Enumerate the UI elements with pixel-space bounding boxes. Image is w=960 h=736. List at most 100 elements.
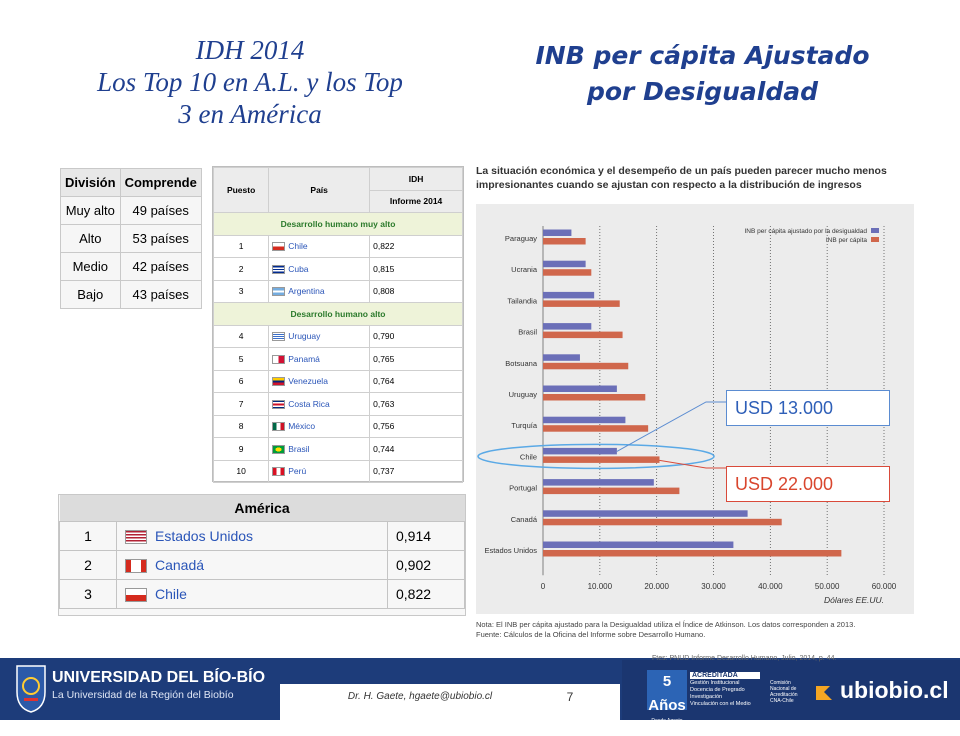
bar (543, 362, 629, 370)
bar (543, 300, 620, 307)
flag-icon (272, 264, 286, 274)
rank-cell: 7 (212, 392, 270, 416)
flag-icon (272, 377, 286, 387)
country-cell: Cuba (268, 257, 371, 281)
idh-value: 0,765 (369, 347, 463, 371)
idh-value: 0,808 (369, 279, 463, 303)
country-link[interactable]: Perú (288, 466, 307, 477)
callout-connector-blue (616, 401, 726, 452)
table-row: 3 Argentina 0,808 (212, 279, 463, 303)
country-cell: Chile (116, 579, 388, 609)
bar (543, 291, 595, 299)
author-credit: Dr. H. Gaete, hgaete@ubiobio.cl (300, 690, 540, 704)
idh-value: 0,756 (369, 414, 463, 438)
country-cell: Brasil (268, 437, 371, 461)
rank-cell: 2 (59, 550, 117, 580)
accreditation-area: Docencia de Pregrado (690, 687, 745, 693)
idh-value: 0,815 (369, 257, 463, 281)
bar (543, 331, 623, 339)
category-label: Chile (520, 452, 537, 461)
category-label: Paraguay (505, 234, 537, 243)
division-cell: Medio (60, 252, 121, 281)
legend-label: INB per cápita (826, 237, 868, 244)
country-cell: México (268, 414, 371, 438)
high-rows: 4 Uruguay 0,790 5 Panamá 0,765 6 Venezuela 0,764… (212, 324, 463, 483)
chile-highlight-ellipse (477, 443, 715, 470)
rank-header: Puesto (212, 167, 270, 213)
flag-icon (272, 399, 286, 409)
country-cell: Canadá (116, 550, 388, 580)
bar (543, 385, 617, 392)
country-link[interactable]: México (288, 421, 316, 432)
rank-cell: 4 (212, 324, 270, 348)
university-name: UNIVERSIDAD DEL BÍO-BÍO (52, 669, 266, 686)
division-cell: Alto (60, 224, 121, 253)
table-row: 8 México 0,756 (212, 414, 463, 438)
table-row: Muy alto 49 países (60, 196, 202, 225)
country-link[interactable]: Panamá (288, 353, 320, 364)
table-row: 7 Costa Rica 0,763 (212, 392, 463, 416)
note-line: Nota: El INB per cápita ajustado para la… (476, 620, 856, 629)
division-cell: Bajo (60, 280, 121, 309)
country-link[interactable]: Chile (155, 585, 187, 602)
accreditation-years: 5 Años (648, 673, 686, 714)
idh-value: 0,763 (369, 392, 463, 416)
accreditation-area: Investigación (690, 694, 723, 700)
callout-adjusted: USD 13.000 (726, 390, 890, 426)
country-link[interactable]: Argentina (288, 286, 325, 297)
legend-label: INB per cápita ajustado por la desiguald… (745, 228, 868, 235)
ubiobio-brand-link[interactable]: ubiobio.cl (840, 677, 949, 703)
count-cell: 43 países (119, 280, 202, 309)
country-link[interactable]: Uruguay (288, 331, 321, 342)
idh-header: IDH (369, 167, 463, 191)
rank-cell: 1 (212, 234, 270, 258)
rank-cell: 3 (59, 579, 117, 609)
bar (543, 510, 748, 517)
country-link[interactable]: Costa Rica (288, 398, 330, 409)
category-label: Tailandia (507, 296, 537, 305)
table-row: Bajo 43 países (60, 280, 202, 309)
america-rows: 1 Estados Unidos 0,914 2 Canadá 0,902 3 Chile 0,… (59, 521, 465, 609)
idh-value: 0,790 (369, 324, 463, 348)
callout-connector-red (659, 459, 726, 469)
bar (543, 518, 782, 526)
bar (543, 550, 842, 557)
rank-cell: 10 (212, 459, 270, 483)
country-link[interactable]: Canadá (155, 556, 205, 573)
category-label: Estados Unidos (484, 546, 537, 555)
slide-title-left: IDH 2014 Los Top 10 en A.L. y los Top 3 … (30, 34, 470, 130)
country-cell: Costa Rica (268, 392, 371, 416)
bar (543, 447, 617, 455)
table-row: 3 Chile 0,822 (59, 579, 465, 609)
country-link[interactable]: Venezuela (288, 376, 328, 387)
category-label: Botsuana (505, 359, 538, 368)
tick-label: 60.000 (872, 582, 897, 591)
category-label: Portugal (509, 484, 537, 493)
country-link[interactable]: Cuba (288, 263, 309, 274)
title-right-line1: INB per cápita Ajustado (535, 41, 870, 70)
flag-icon (272, 332, 286, 342)
bar (543, 456, 660, 463)
rank-cell: 1 (59, 521, 117, 551)
idh-value: 0,822 (387, 579, 465, 609)
country-link[interactable]: Chile (288, 241, 308, 252)
idh-value: 0,914 (387, 521, 465, 551)
flag-icon (272, 467, 286, 477)
count-cell: 53 países (119, 224, 202, 253)
rank-cell: 8 (212, 414, 270, 438)
category-label: Ucrania (511, 265, 538, 274)
flag-icon (125, 588, 147, 603)
idh-subheader: Informe 2014 (369, 189, 463, 213)
title-left-line3: 3 en América (178, 99, 322, 129)
country-link[interactable]: Brasil (288, 443, 310, 454)
country-link[interactable]: Estados Unidos (155, 527, 254, 544)
source-line: Fuente: Cálculos de la Oficina del Infor… (476, 630, 706, 639)
cna-logo-text: Comisión Nacional de Acreditación CNA-Ch… (770, 680, 798, 704)
accreditation-title: ACREDITADA (690, 672, 760, 679)
title-left-line1: IDH 2014 (195, 35, 305, 65)
division-header: División (60, 168, 121, 197)
chart-heading: La situación económica y el desempeño de… (476, 165, 887, 191)
comprende-header: Comprende (119, 168, 202, 197)
tick-label: 10.000 (588, 582, 613, 591)
rank-cell: 5 (212, 347, 270, 371)
